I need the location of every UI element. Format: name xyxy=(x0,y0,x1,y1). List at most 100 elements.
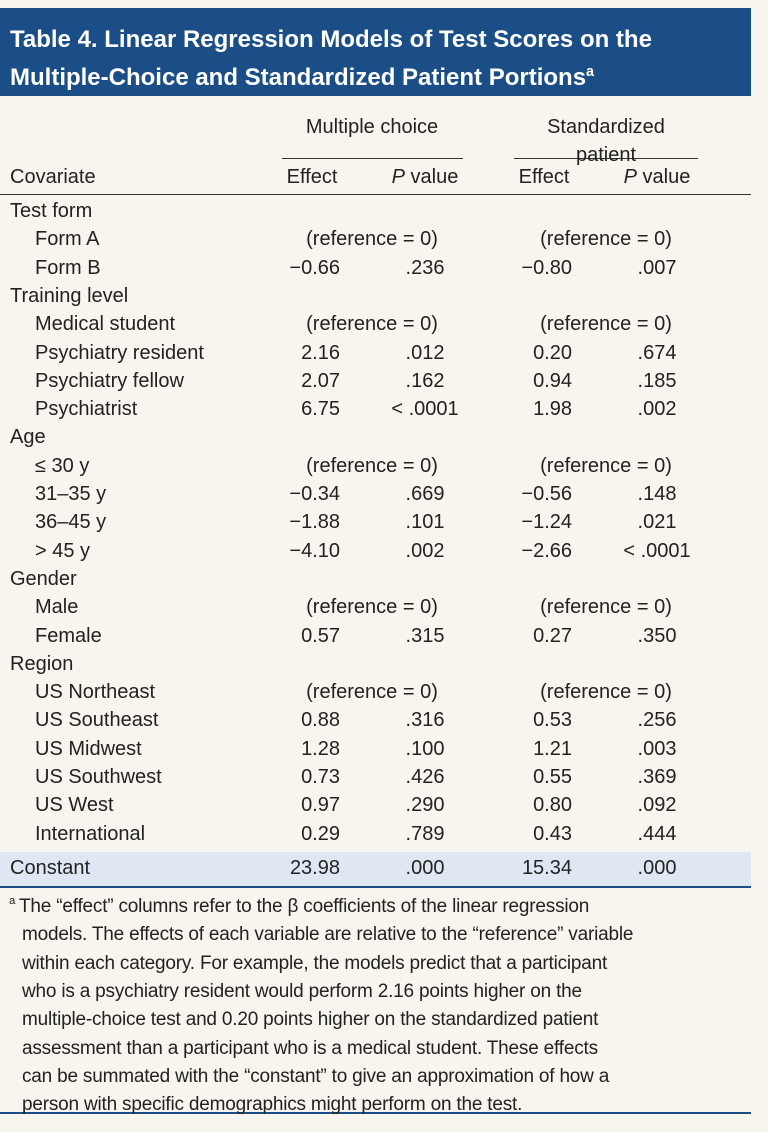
effect-cell: 1.21 xyxy=(533,737,572,760)
p-value-cell: .002 xyxy=(405,539,445,562)
row-label: US Southeast xyxy=(35,709,159,732)
footnote-line: who is a psychiatry resident would perfo… xyxy=(22,980,582,1002)
title-text: Multiple-Choice and Standardized Patient… xyxy=(10,64,587,91)
group-rule xyxy=(514,158,698,159)
effect-cell: 0.29 xyxy=(301,822,340,845)
footnote-line: models. The effects of each variable are… xyxy=(22,924,634,946)
reference-cell: (reference = 0) xyxy=(306,596,438,619)
effect-cell: 0.73 xyxy=(301,766,340,788)
constant-band xyxy=(0,852,751,886)
effect-cell: 6.75 xyxy=(301,398,340,421)
effect-cell: −0.34 xyxy=(289,483,340,505)
effect-cell: 0.20 xyxy=(533,341,572,364)
p-value-cell: .290 xyxy=(405,794,445,817)
row-label: US Southwest xyxy=(35,766,162,788)
effect-cell: −4.10 xyxy=(289,539,340,562)
effect-cell: −0.66 xyxy=(289,256,340,279)
row-label: Female xyxy=(35,624,102,647)
group-label: Multiple choice xyxy=(305,116,439,138)
group-rule xyxy=(282,158,463,159)
header-rule xyxy=(0,194,751,195)
p-value-cell: .789 xyxy=(405,822,445,845)
footnote-line: assessment than a participant who is a m… xyxy=(22,1037,598,1059)
footnote-marker: a xyxy=(9,895,16,907)
effect-cell: 0.27 xyxy=(533,624,572,647)
footnote-line: multiple-choice test and 0.20 points hig… xyxy=(22,1009,599,1031)
bottom-rule xyxy=(0,1112,751,1114)
row-label: Psychiatry fellow xyxy=(35,369,184,392)
p-value-cell: .350 xyxy=(637,624,677,647)
section-label: Test form xyxy=(10,200,93,222)
p-value-cell: .003 xyxy=(637,737,677,760)
row-label: Form A xyxy=(35,228,100,251)
effect-cell: −0.80 xyxy=(521,256,572,279)
p-value-cell: < .0001 xyxy=(391,398,459,421)
p-value-cell: .148 xyxy=(637,483,677,505)
effect-cell: 1.98 xyxy=(533,398,572,421)
effect-header: Effect xyxy=(286,166,338,188)
effect-cell: −1.24 xyxy=(521,511,572,534)
row-label: Medical student xyxy=(35,313,176,336)
effect-cell: 15.34 xyxy=(521,857,572,879)
row-label: 31–35 y xyxy=(35,483,107,505)
effect-cell: 2.07 xyxy=(301,369,340,392)
p-rest: value xyxy=(410,166,459,188)
row-label: > 45 y xyxy=(35,539,91,562)
p-value-cell: .021 xyxy=(637,511,677,534)
p-italic: P xyxy=(623,166,637,188)
row-label: ≤ 30 y xyxy=(35,454,90,477)
effect-cell: 0.88 xyxy=(301,709,340,732)
p-value-cell: .000 xyxy=(405,857,445,879)
p-value-cell: .185 xyxy=(637,369,677,392)
reference-cell: (reference = 0) xyxy=(540,596,672,619)
p-value-cell: .444 xyxy=(637,822,677,845)
p-value-header: P value xyxy=(275,163,575,191)
reference-cell: (reference = 0) xyxy=(540,228,672,251)
section-label: Gender xyxy=(10,567,77,590)
row-label: Form B xyxy=(35,256,101,279)
table-rule xyxy=(0,886,751,888)
p-value-cell: .162 xyxy=(405,369,445,392)
reference-cell: (reference = 0) xyxy=(306,228,438,251)
title-line: Multiple-Choice and Standardized Patient… xyxy=(10,56,594,94)
p-value-cell: .256 xyxy=(637,709,677,732)
p-value-cell: < .0001 xyxy=(623,539,691,562)
p-value-cell: .092 xyxy=(637,794,677,817)
effect-cell: −1.88 xyxy=(289,511,340,534)
effect-cell: 0.53 xyxy=(533,709,572,732)
title-band xyxy=(0,8,751,96)
section-label: Region xyxy=(10,652,74,675)
section-label: Age xyxy=(10,426,46,449)
p-value-cell: .669 xyxy=(405,483,445,505)
effect-cell: 0.94 xyxy=(533,369,572,392)
row-label: International xyxy=(35,822,146,845)
effect-cell: 0.55 xyxy=(533,766,572,788)
footnote-line: person with specific demographics might … xyxy=(22,1094,523,1116)
reference-cell: (reference = 0) xyxy=(540,681,672,704)
effect-cell: 2.16 xyxy=(301,341,340,364)
effect-cell: 1.28 xyxy=(301,737,340,760)
row-label: Psychiatry resident xyxy=(35,341,204,364)
effect-cell: 23.98 xyxy=(289,857,340,879)
p-value-header: P value xyxy=(507,163,768,191)
p-value-cell: .315 xyxy=(405,624,445,647)
reference-cell: (reference = 0) xyxy=(540,313,672,336)
constant-label: Constant xyxy=(10,857,91,879)
p-value-cell: .100 xyxy=(405,737,445,760)
covariate-header: Covariate xyxy=(10,166,96,188)
effect-header: Effect xyxy=(518,166,570,188)
p-value-cell: .369 xyxy=(637,766,677,788)
p-value-cell: .012 xyxy=(405,341,445,364)
p-value-cell: .236 xyxy=(405,256,445,279)
section-label: Training level xyxy=(10,284,129,307)
effect-cell: 0.80 xyxy=(533,794,572,817)
row-label: 36–45 y xyxy=(35,511,107,534)
effect-cell: 0.97 xyxy=(301,794,340,817)
p-italic: P xyxy=(391,166,405,188)
row-label: US West xyxy=(35,794,114,817)
p-value-cell: .674 xyxy=(637,341,677,364)
effect-cell: 0.57 xyxy=(301,624,340,647)
p-rest: value xyxy=(642,166,691,188)
p-value-cell: .007 xyxy=(637,256,677,279)
group-label: Standardized patient xyxy=(547,116,665,166)
